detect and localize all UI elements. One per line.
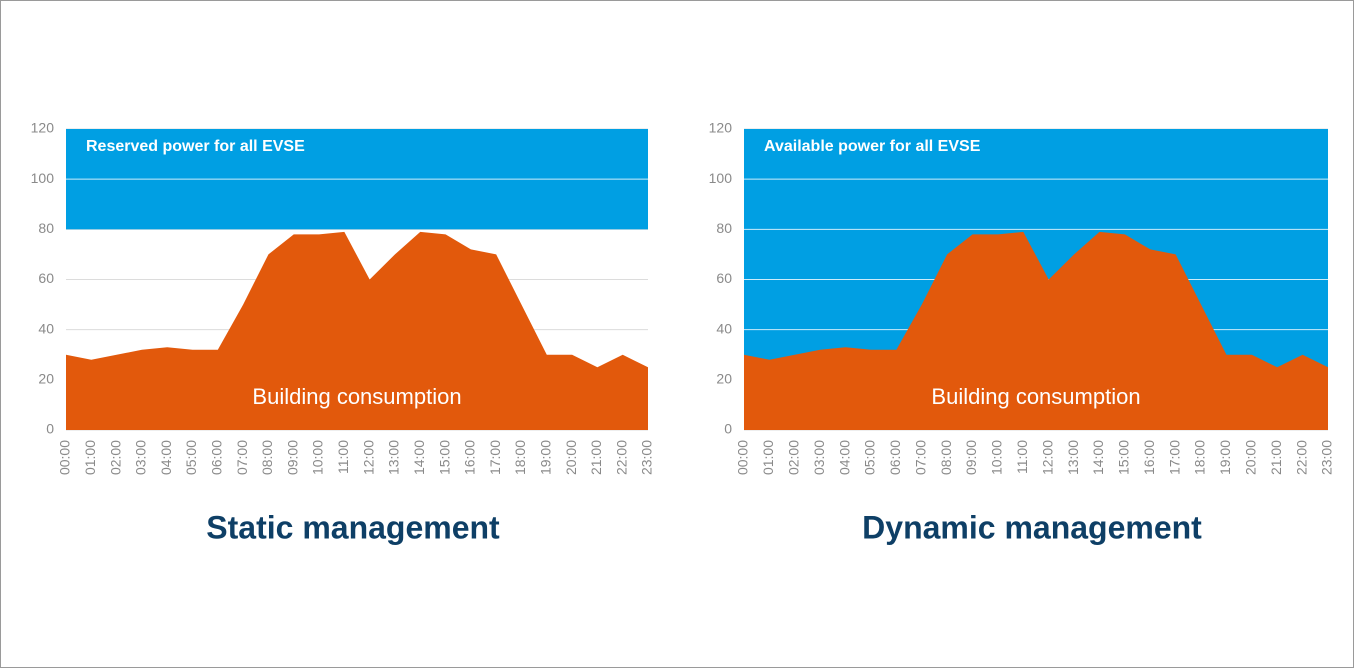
x-tick-label: 04:00 bbox=[158, 440, 174, 475]
y-tick-label: 0 bbox=[46, 421, 54, 437]
x-tick-label: 23:00 bbox=[1319, 440, 1335, 475]
x-tick-label: 21:00 bbox=[588, 440, 604, 475]
series-label: Building consumption bbox=[252, 384, 461, 409]
chart-title: Dynamic management bbox=[862, 509, 1202, 545]
x-tick-label: 17:00 bbox=[487, 440, 503, 475]
x-tick-label: 22:00 bbox=[1293, 440, 1309, 475]
x-tick-label: 16:00 bbox=[1141, 440, 1157, 475]
x-tick-label: 22:00 bbox=[613, 440, 629, 475]
x-tick-label: 14:00 bbox=[411, 440, 427, 475]
x-tick-label: 11:00 bbox=[1014, 440, 1030, 474]
x-tick-label: 13:00 bbox=[1065, 440, 1081, 475]
x-tick-label: 10:00 bbox=[989, 440, 1005, 475]
x-tick-label: 09:00 bbox=[284, 440, 300, 475]
series-label: Building consumption bbox=[931, 384, 1140, 409]
x-tick-label: 02:00 bbox=[785, 440, 801, 475]
x-tick-label: 18:00 bbox=[512, 440, 528, 475]
x-tick-label: 19:00 bbox=[537, 440, 553, 475]
x-tick-label: 15:00 bbox=[1116, 440, 1132, 475]
y-tick-label: 120 bbox=[709, 120, 733, 136]
x-tick-label: 06:00 bbox=[887, 440, 903, 475]
x-tick-label: 23:00 bbox=[639, 440, 655, 475]
y-tick-label: 20 bbox=[38, 371, 54, 387]
x-tick-label: 19:00 bbox=[1217, 440, 1233, 475]
x-tick-label: 05:00 bbox=[183, 440, 199, 475]
x-tick-label: 16:00 bbox=[462, 440, 478, 475]
x-tick-label: 20:00 bbox=[563, 440, 579, 475]
area bbox=[66, 231, 648, 430]
band-label: Available power for all EVSE bbox=[764, 138, 981, 155]
x-tick-label: 03:00 bbox=[133, 440, 149, 475]
x-tick-label: 13:00 bbox=[386, 440, 402, 475]
y-tick-label: 40 bbox=[716, 320, 732, 336]
x-tick-label: 01:00 bbox=[760, 440, 776, 475]
y-tick-label: 60 bbox=[38, 270, 54, 286]
x-tick-label: 03:00 bbox=[811, 440, 827, 475]
x-tick-label: 01:00 bbox=[82, 440, 98, 475]
y-tick-label: 120 bbox=[31, 120, 55, 136]
y-tick-label: 40 bbox=[38, 320, 54, 336]
y-tick-label: 60 bbox=[716, 270, 732, 286]
x-tick-label: 12:00 bbox=[360, 440, 376, 475]
x-tick-label: 10:00 bbox=[310, 440, 326, 475]
y-tick-label: 100 bbox=[31, 170, 55, 186]
band-label: Reserved power for all EVSE bbox=[86, 138, 305, 155]
y-tick-label: 20 bbox=[716, 371, 732, 387]
x-tick-label: 07:00 bbox=[912, 440, 928, 475]
x-tick-label: 04:00 bbox=[836, 440, 852, 475]
chart-title: Static management bbox=[206, 509, 500, 545]
x-tick-label: 14:00 bbox=[1090, 440, 1106, 475]
x-tick-label: 07:00 bbox=[234, 440, 250, 475]
x-tick-label: 09:00 bbox=[963, 440, 979, 475]
x-tick-label: 12:00 bbox=[1039, 440, 1055, 475]
x-tick-label: 00:00 bbox=[735, 440, 751, 475]
y-tick-label: 80 bbox=[38, 220, 54, 236]
x-tick-label: 11:00 bbox=[335, 440, 351, 474]
x-tick-label: 05:00 bbox=[862, 440, 878, 475]
x-tick-label: 06:00 bbox=[209, 440, 225, 475]
x-tick-label: 18:00 bbox=[1192, 440, 1208, 475]
x-tick-label: 08:00 bbox=[938, 440, 954, 475]
x-tick-label: 02:00 bbox=[107, 440, 123, 475]
x-tick-label: 00:00 bbox=[57, 440, 73, 475]
x-tick-label: 17:00 bbox=[1166, 440, 1182, 475]
y-tick-label: 80 bbox=[716, 220, 732, 236]
x-tick-label: 15:00 bbox=[436, 440, 452, 475]
y-tick-label: 0 bbox=[724, 421, 732, 437]
x-tick-label: 08:00 bbox=[259, 440, 275, 475]
x-tick-label: 21:00 bbox=[1268, 440, 1284, 475]
x-tick-label: 20:00 bbox=[1243, 440, 1259, 475]
y-tick-label: 100 bbox=[709, 170, 733, 186]
area bbox=[744, 231, 1328, 430]
